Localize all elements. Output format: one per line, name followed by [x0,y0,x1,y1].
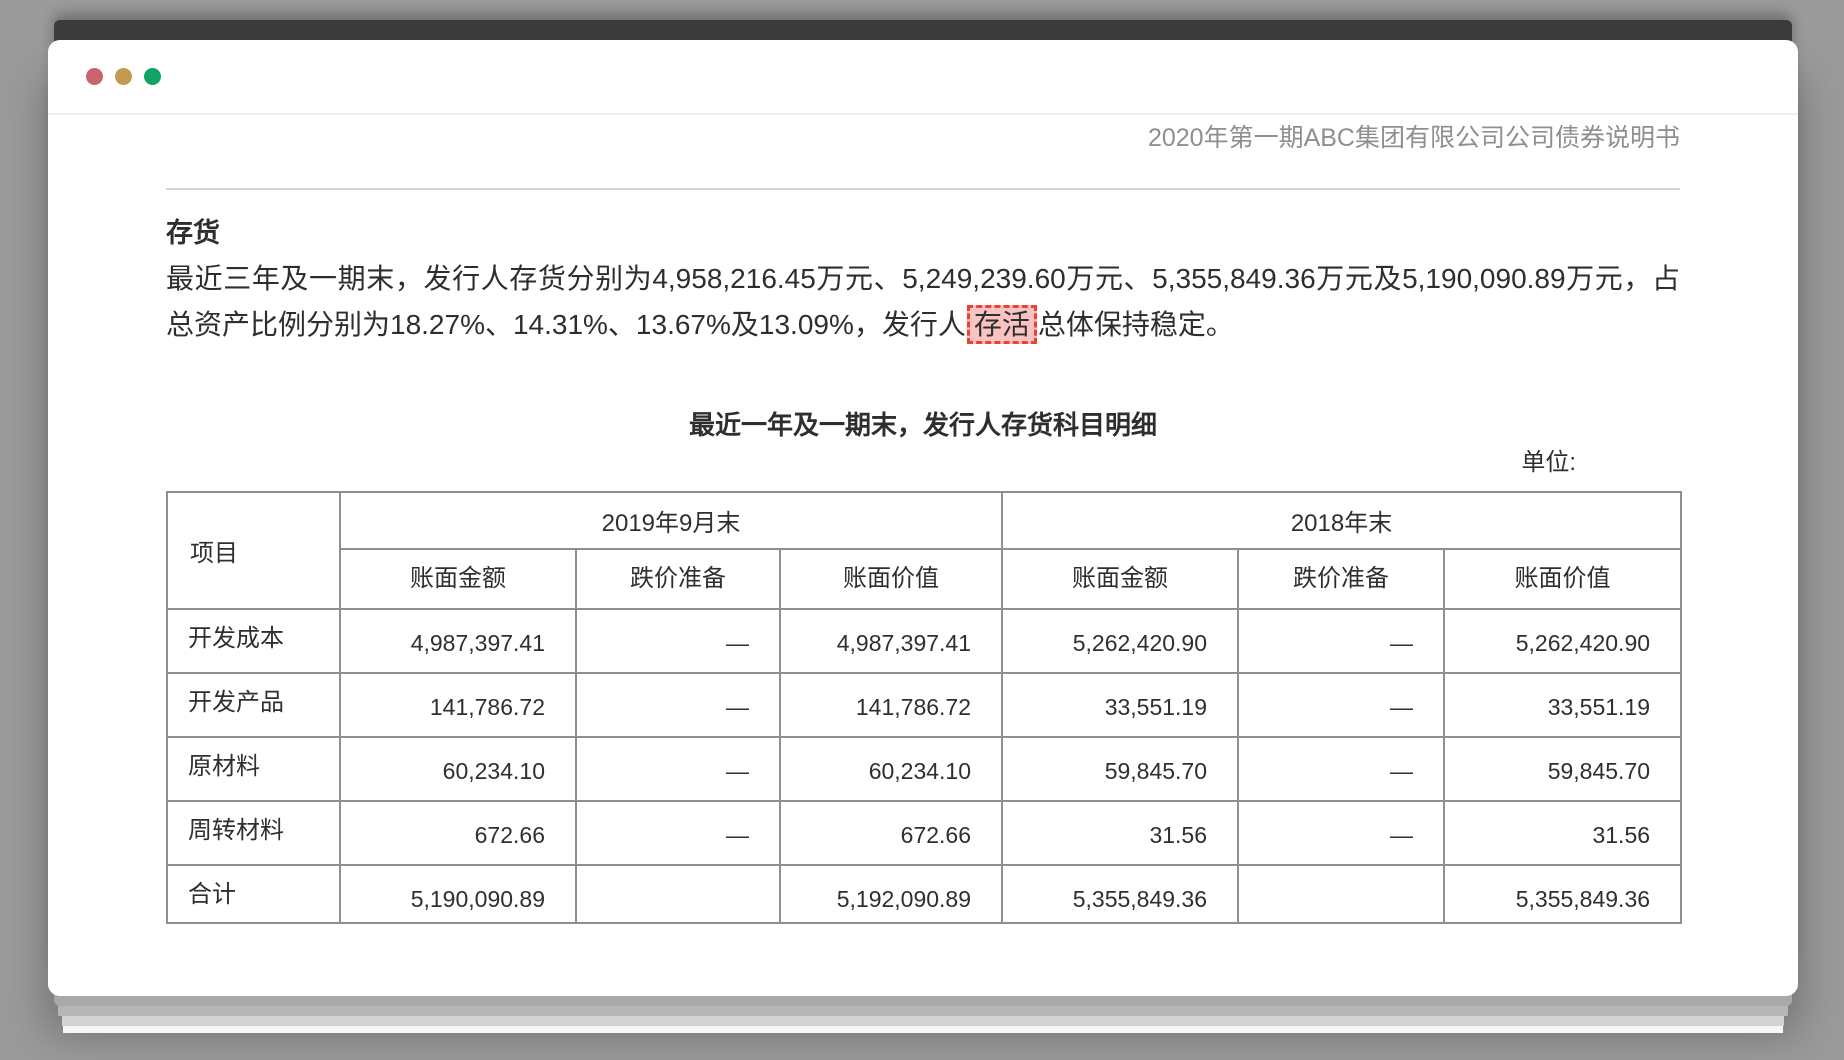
table-cell: — [1237,672,1446,738]
table-row: 原材料 60,234.10 — 60,234.10 59,845.70 — 59… [166,736,1683,802]
table-header-row-periods: 项目 2019年9月末 2018年末 [166,491,1683,610]
table-title: 最近一年及一期末，发行人存货科目明细 [688,410,1157,440]
section-heading: 存货 [166,218,220,248]
table-cell: — [1237,800,1446,866]
column-header-book-amount-2019: 账面金额 [339,548,577,610]
table-cell: 5,262,420.90 [1001,608,1240,674]
table-cell: — [575,608,781,674]
body-paragraph: 最近三年及一期末，发行人存货分别为4,958,216.45万元、5,249,23… [166,256,1680,348]
table-cell [1237,864,1446,924]
table-cell: 33,551.19 [1001,672,1240,738]
table-row-total: 合计 5,190,090.89 5,192,090.89 5,355,849.3… [166,864,1683,924]
column-group-2019: 2019年9月末 [338,491,1004,550]
minimize-button[interactable] [115,68,132,85]
table-cell: 5,262,420.90 [1443,608,1683,674]
row-label: 开发产品 [166,672,341,738]
column-header-price-provision-2018: 跌价准备 [1237,548,1446,610]
table-cell: — [1237,736,1446,802]
document-page: 2020年第一期ABC集团有限公司公司债券说明书 存货 最近三年及一期末，发行人… [48,121,1798,924]
table-cell: 5,355,849.36 [1443,864,1683,924]
row-label: 开发成本 [166,608,341,674]
column-header-item: 项目 [166,491,341,610]
highlighted-term[interactable]: 存活 [966,305,1037,344]
column-group-2018: 2018年末 [1001,491,1683,550]
inventory-table: 项目 2019年9月末 2018年末 账面金额 跌价准备 账面价值 账面金额 跌… [166,491,1683,924]
table-cell: 672.66 [339,800,577,866]
column-header-book-amount-2018: 账面金额 [1001,548,1240,610]
column-header-price-provision-2019: 跌价准备 [575,548,781,610]
window-titlebar [48,40,1798,115]
table-row: 开发产品 141,786.72 — 141,786.72 33,551.19 —… [166,672,1683,738]
table-cell [575,864,781,924]
row-label: 周转材料 [166,800,341,866]
column-header-book-value-2019: 账面价值 [778,548,1004,610]
table-cell: 5,355,849.36 [1001,864,1240,924]
row-label: 原材料 [166,736,341,802]
table-cell: 33,551.19 [1443,672,1683,738]
table-cell: 4,987,397.41 [778,608,1004,674]
paragraph-text-before: 最近三年及一期末，发行人存货分别为4,958,216.45万元、5,249,23… [166,263,1680,340]
table-cell: 4,987,397.41 [339,608,577,674]
close-button[interactable] [86,68,103,85]
table-cell: 59,845.70 [1443,736,1683,802]
unit-label: 单位: [1521,449,1576,476]
column-header-book-value-2018: 账面价值 [1443,548,1683,610]
app-window: 2020年第一期ABC集团有限公司公司债券说明书 存货 最近三年及一期末，发行人… [48,40,1798,996]
table-cell: 60,234.10 [339,736,577,802]
table-cell: 5,190,090.89 [339,864,577,924]
table-row: 周转材料 672.66 — 672.66 31.56 — 31.56 [166,800,1683,866]
table-cell: — [575,672,781,738]
paragraph-text-after: 总体保持稳定。 [1037,309,1234,340]
table-cell: 59,845.70 [1001,736,1240,802]
table-cell: 141,786.72 [339,672,577,738]
table-cell: 5,192,090.89 [778,864,1004,924]
document-title: 2020年第一期ABC集团有限公司公司债券说明书 [166,121,1680,190]
table-cell: — [575,800,781,866]
table-cell: 31.56 [1443,800,1683,866]
zoom-button[interactable] [144,68,161,85]
table-row: 开发成本 4,987,397.41 — 4,987,397.41 5,262,4… [166,608,1683,674]
table-cell: — [575,736,781,802]
table-header-row-measures: 账面金额 跌价准备 账面价值 账面金额 跌价准备 账面价值 [167,548,1683,610]
table-cell: 672.66 [778,800,1004,866]
table-cell: 60,234.10 [778,736,1004,802]
table-cell: 31.56 [1001,800,1240,866]
table-cell: 141,786.72 [778,672,1004,738]
table-cell: — [1237,608,1446,674]
row-label: 合计 [166,864,341,924]
